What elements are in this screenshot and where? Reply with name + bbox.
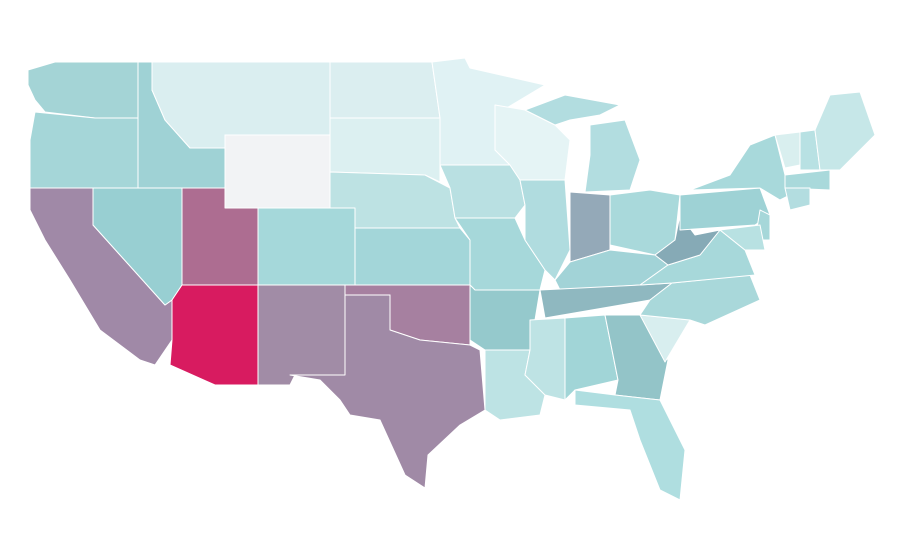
region	[29, 111, 139, 189]
region	[719, 224, 766, 251]
region	[784, 169, 831, 191]
region	[689, 134, 791, 201]
region	[524, 94, 621, 126]
region	[574, 389, 686, 501]
region	[257, 207, 356, 286]
region	[27, 61, 139, 119]
region	[584, 119, 641, 193]
region	[329, 61, 441, 119]
region	[257, 284, 346, 386]
region	[289, 294, 486, 489]
region	[654, 214, 721, 266]
region	[224, 134, 331, 209]
region	[679, 187, 771, 231]
region	[354, 227, 471, 286]
region	[169, 284, 259, 386]
region	[564, 314, 619, 401]
region	[814, 91, 876, 171]
region	[784, 187, 811, 211]
region	[519, 179, 571, 281]
